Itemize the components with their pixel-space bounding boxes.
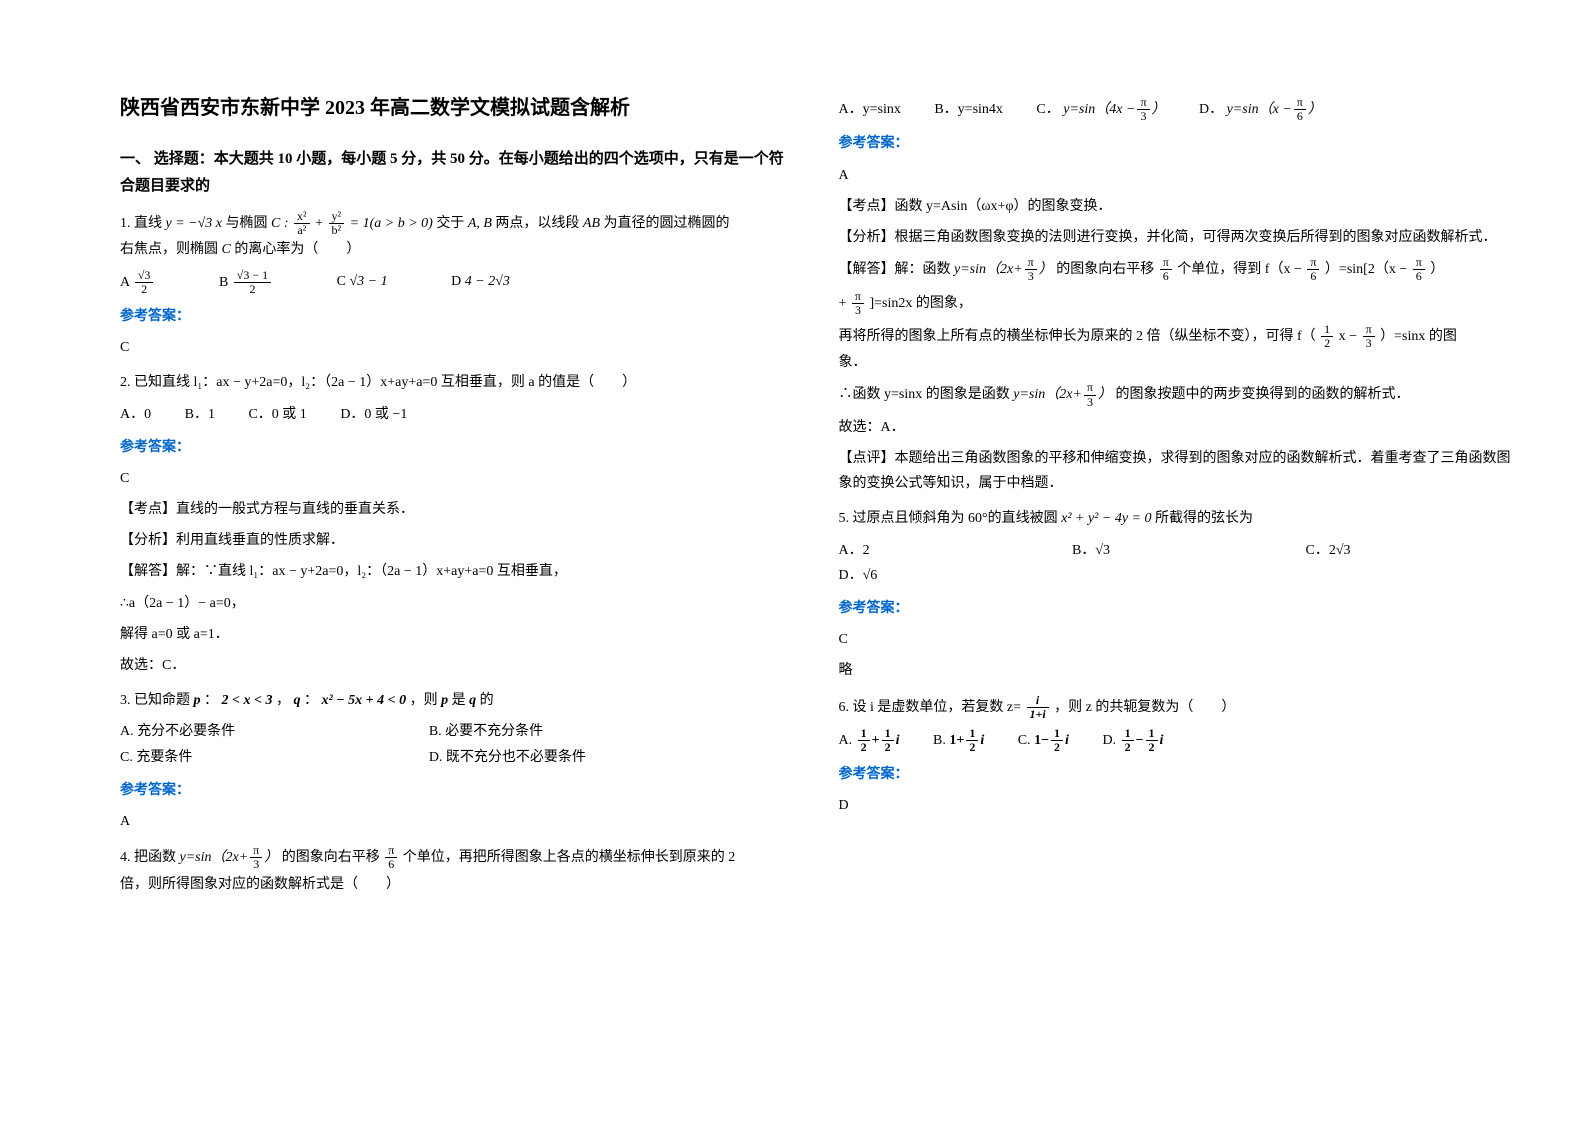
q2-a6: 故选：C． bbox=[120, 653, 799, 678]
section-heading: 一、 选择题：本大题共 10 小题，每小题 5 分，共 50 分。在每小题给出的… bbox=[120, 146, 799, 200]
q4-optA: A．y=sinx bbox=[839, 97, 901, 122]
q2-answer-label: 参考答案： bbox=[120, 435, 799, 460]
q1-cond: = 1(a > b > 0) bbox=[350, 216, 433, 231]
q6-answer-label: 参考答案： bbox=[839, 762, 1518, 787]
q2-a1: 【考点】直线的一般式方程与直线的垂直关系． bbox=[120, 497, 799, 522]
q2-a2: 【分析】利用直线垂直的性质求解． bbox=[120, 528, 799, 553]
q1-frac-x: x²a² bbox=[294, 210, 310, 237]
q1-e: 为直径的圆过椭圆的 bbox=[604, 216, 730, 231]
q5-answer-label: 参考答案： bbox=[839, 596, 1518, 621]
q2-a4: ∴a（2a − 1）− a=0， bbox=[120, 591, 799, 616]
q4-a3: 【解答】解：函数 y=sin（2x+π3） 的图象向右平移 π6 个单位，得到 … bbox=[839, 256, 1518, 283]
q5-optC: C．2√3 bbox=[1306, 538, 1351, 563]
q2-text: 2. 已知直线 l₁：ax − y+2a=0，l₂：（2a − 1）x+ay+a… bbox=[120, 370, 799, 395]
q6-optC: C. 1−12i bbox=[1018, 727, 1069, 754]
q4-a4: + π3 ]=sin2x 的图象， bbox=[839, 290, 1518, 317]
document-title: 陕西省西安市东新中学 2023 年高二数学文模拟试题含解析 bbox=[120, 90, 799, 126]
q2-a5: 解得 a=0 或 a=1． bbox=[120, 622, 799, 647]
q4-a1: 【考点】函数 y=Asin（ωx+φ）的图象变换． bbox=[839, 194, 1518, 219]
q1-eq4: AB bbox=[583, 216, 600, 231]
q5-optD: D．√6 bbox=[839, 563, 878, 588]
q5-options: A．2 B．√3 C．2√3 D．√6 bbox=[839, 538, 1518, 588]
q4-a5: 再将所得的图象上所有点的横坐标伸长为原来的 2 倍（纵坐标不变），可得 f（ 1… bbox=[839, 323, 1518, 376]
q1-text: 1. 直线 y = −√3 x 与椭圆 C : x²a² + y²b² = 1(… bbox=[120, 210, 799, 263]
q4-optD: D． y=sin（x −π6） bbox=[1199, 96, 1322, 123]
q6-optB: B. 1+12i bbox=[933, 727, 984, 754]
q1-eq3: A, B bbox=[468, 216, 492, 231]
q2-a3: 【解答】解：∵直线 l₁：ax − y+2a=0，l₂：（2a − 1）x+ay… bbox=[120, 559, 799, 584]
q1-frac-y: y²b² bbox=[329, 210, 345, 237]
q6-optD: D. 12−12i bbox=[1102, 727, 1163, 754]
q5-optA: A．2 bbox=[839, 538, 1039, 563]
q3-optB: B. 必要不充分条件 bbox=[429, 719, 734, 744]
q2-optC: C．0 或 1 bbox=[248, 402, 306, 427]
q2-answer: C bbox=[120, 466, 799, 491]
q3-answer: A bbox=[120, 809, 799, 834]
q5-lue: 略 bbox=[839, 658, 1518, 683]
q3-answer-label: 参考答案： bbox=[120, 778, 799, 803]
q4-optB: B．y=sin4x bbox=[934, 97, 1003, 122]
left-column: 陕西省西安市东新中学 2023 年高二数学文模拟试题含解析 一、 选择题：本大题… bbox=[100, 90, 819, 1072]
q5-optB: B．√3 bbox=[1072, 538, 1272, 563]
q1-d: 两点，以线段 bbox=[495, 216, 579, 231]
q1-optD: D 4 − 2√3 bbox=[451, 269, 510, 294]
q2-optB: B．1 bbox=[185, 402, 215, 427]
q1-answer: C bbox=[120, 335, 799, 360]
q1-options: A √32 B √3 − 12 C √3 − 1 D 4 − 2√3 bbox=[120, 269, 799, 296]
q4-a7: 故选：A． bbox=[839, 415, 1518, 440]
q1-f: 的离心率为（ ） bbox=[234, 242, 360, 257]
q4-a8: 【点评】本题给出三角函数图象的平移和伸缩变换，求得到的图象对应的函数解析式．着重… bbox=[839, 446, 1518, 496]
q1-optA: A √32 bbox=[120, 269, 155, 296]
q3-optD: D. 既不充分也不必要条件 bbox=[429, 745, 734, 770]
q6-optA: A. 12+12i bbox=[839, 727, 900, 754]
q1-line2: 右焦点，则椭圆 bbox=[120, 242, 218, 257]
q1-c: 交于 bbox=[436, 216, 464, 231]
q3-optC: C. 充要条件 bbox=[120, 745, 425, 770]
q1-a: 1. 直线 bbox=[120, 216, 162, 231]
q1-eq5: C bbox=[222, 242, 231, 257]
q6-answer: D bbox=[839, 793, 1518, 818]
q3-options: A. 充分不必要条件 B. 必要不充分条件 C. 充要条件 D. 既不充分也不必… bbox=[120, 719, 799, 769]
q1-eq1: y = −√3 x bbox=[166, 216, 223, 231]
q3-text: 3. 已知命题 p ： 2 < x < 3 ， q ： x² − 5x + 4 … bbox=[120, 688, 799, 713]
q5-text: 5. 过原点且倾斜角为 60°的直线被圆 x² + y² − 4y = 0 所截… bbox=[839, 506, 1518, 531]
q4-optC: C． y=sin（4x −π3） bbox=[1036, 96, 1165, 123]
right-column: A．y=sinx B．y=sin4x C． y=sin（4x −π3） D． y… bbox=[819, 90, 1538, 1072]
q6-text: 6. 设 i 是虚数单位，若复数 z= i1+i ，则 z 的共轭复数为（ ） bbox=[839, 694, 1518, 721]
q1-eq2a: C : bbox=[271, 216, 289, 231]
q4-a2: 【分析】根据三角函数图象变换的法则进行变换，并化简，可得两次变换后所得到的图象对… bbox=[839, 225, 1518, 250]
q2-optD: D．0 或 −1 bbox=[340, 402, 407, 427]
q3-optA: A. 充分不必要条件 bbox=[120, 719, 425, 744]
q2-options: A．0 B．1 C．0 或 1 D．0 或 −1 bbox=[120, 402, 799, 427]
q2-optA: A．0 bbox=[120, 402, 151, 427]
q1-optC: C √3 − 1 bbox=[337, 269, 388, 294]
q1-answer-label: 参考答案： bbox=[120, 304, 799, 329]
q1-optB: B √3 − 12 bbox=[219, 269, 273, 296]
q5-answer: C bbox=[839, 627, 1518, 652]
q1-b: 与椭圆 bbox=[226, 216, 268, 231]
q4-options: A．y=sinx B．y=sin4x C． y=sin（4x −π3） D． y… bbox=[839, 96, 1518, 123]
q4-answer: A bbox=[839, 163, 1518, 188]
q4-text: 4. 把函数 y=sin（2x+π3） 的图象向右平移 π6 个单位，再把所得图… bbox=[120, 844, 799, 897]
q6-options: A. 12+12i B. 1+12i C. 1−12i D. 12−12i bbox=[839, 727, 1518, 754]
q4-a6: ∴函数 y=sinx 的图象是函数 y=sin（2x+π3） 的图象按题中的两步… bbox=[839, 381, 1518, 408]
q4-answer-label: 参考答案： bbox=[839, 131, 1518, 156]
